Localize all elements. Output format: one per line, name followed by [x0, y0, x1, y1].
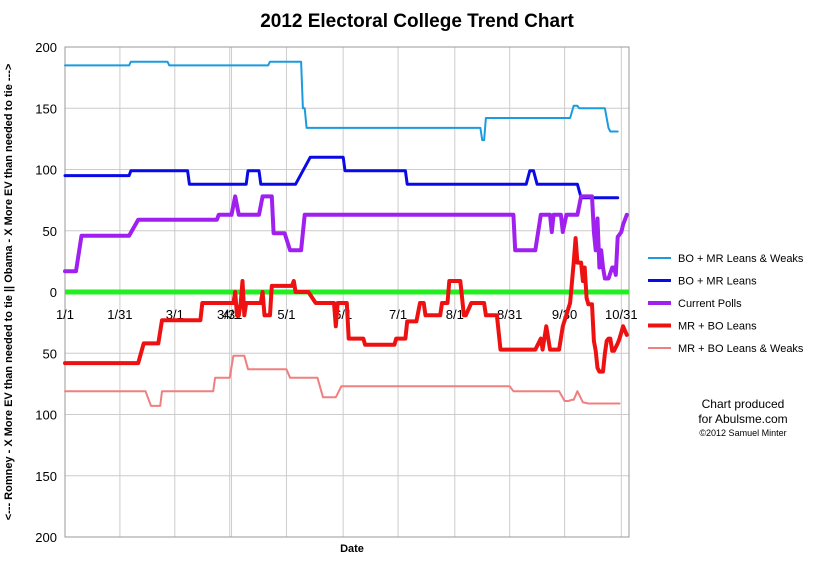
y-tick-label: 200 [35, 530, 57, 545]
y-tick-label: 150 [35, 469, 57, 484]
y-tick-label: 50 [43, 224, 57, 239]
series-line [64, 354, 621, 407]
legend: BO + MR Leans & Weaks BO + MR Leans Curren… [648, 253, 804, 355]
y-tick-label: 0 [50, 285, 57, 300]
legend-label: MR + BO Leans [678, 321, 757, 333]
legend-label: MR + BO Leans & Weaks [678, 343, 804, 355]
x-tick-label: 1/1 [56, 307, 74, 322]
data-series [63, 60, 629, 407]
y-tick-label: 50 [43, 346, 57, 361]
legend-label: BO + MR Leans [678, 276, 757, 288]
x-tick-label: 8/1 [446, 307, 464, 322]
series-line [63, 194, 629, 281]
series-line [63, 155, 620, 200]
y-tick-label: 200 [35, 40, 57, 55]
legend-label: Current Polls [678, 298, 742, 310]
x-tick-label: 10/31 [605, 307, 638, 322]
series-line [63, 236, 629, 374]
legend-label: BO + MR Leans & Weaks [678, 253, 804, 265]
credit-line-1: Chart produced [702, 397, 785, 411]
x-tick-label: 5/1 [277, 307, 295, 322]
x-tick-label: 1/31 [107, 307, 132, 322]
x-axis-title: Date [340, 543, 364, 555]
series-line [64, 60, 619, 142]
credit-line-2: for Abulsme.com [698, 412, 787, 426]
credit-line-3: ©2012 Samuel Minter [699, 428, 786, 438]
x-axis-tick-labels: 1/1 1/31 3/1 3/314/1 5/1 6/1 7/1 8/1 8/31 9/30 10/… [56, 307, 638, 322]
x-tick-label: 7/1 [389, 307, 407, 322]
y-tick-label: 100 [35, 408, 57, 423]
chart-title: 2012 Electoral College Trend Chart [260, 11, 574, 32]
x-tick-label: 8/31 [497, 307, 522, 322]
y-axis-tick-labels: 200 150 100 50 0 50 100 150 200 [35, 40, 57, 545]
y-tick-label: 100 [35, 163, 57, 178]
y-tick-label: 150 [35, 101, 57, 116]
y-axis-title: <--- Romney - X More EV than needed to t… [3, 64, 15, 521]
